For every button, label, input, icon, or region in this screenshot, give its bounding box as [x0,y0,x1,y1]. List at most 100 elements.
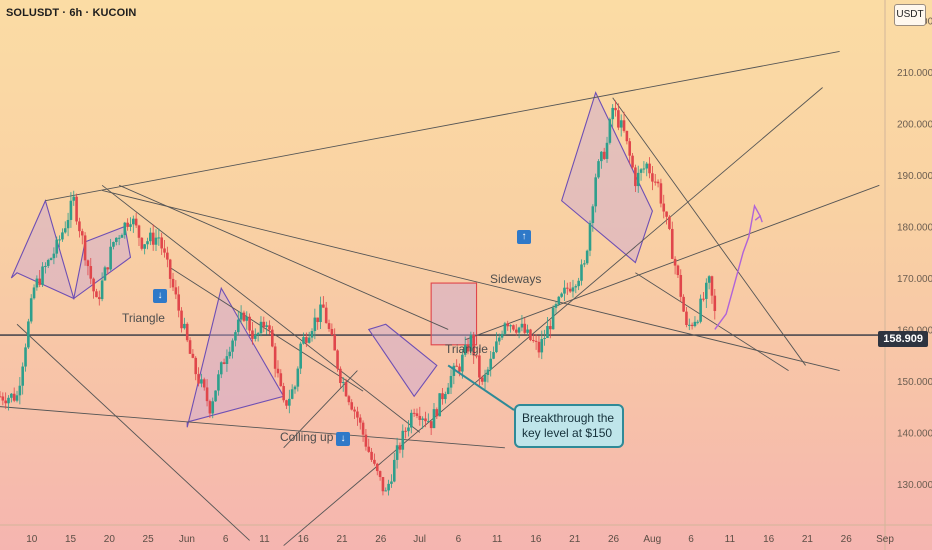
candle-body [421,418,424,420]
candle-body [154,237,158,245]
candle-body [512,325,515,330]
candle-body [41,266,44,285]
candle-body [211,401,215,414]
candle-body [605,142,609,159]
candle-body [668,216,671,229]
candle-body [316,317,319,323]
projection-arrowhead [754,215,763,223]
candle-body [662,203,666,212]
candle-body [489,358,493,370]
candle-body [256,333,260,335]
candle-body [174,287,178,295]
candle-body [78,221,81,232]
candle-body [653,181,657,183]
candle-body [611,107,614,120]
callout-pointer [447,364,515,411]
candle-body [208,401,212,414]
candle-body [475,355,478,357]
candle-body [21,366,24,386]
candle-body [526,329,529,333]
candle-body [4,400,7,404]
candle-body [480,377,484,382]
candle-body [619,120,623,128]
x-tick-label: Jun [179,534,195,545]
candle-body [55,239,59,254]
candle-body [285,400,288,406]
candle-body [234,332,237,341]
x-tick-label: 26 [841,534,853,545]
x-tick-label: 10 [26,534,38,545]
candle-body [566,287,569,289]
candle-body [594,177,597,207]
candle-body [100,280,104,300]
candle-body [540,338,544,353]
candle-body [432,409,436,429]
candle-body [424,418,427,422]
falling-wedge-pattern [560,91,653,264]
candle-body [563,287,566,294]
candle-body [35,278,39,288]
candle-body [583,263,586,265]
trendline [16,323,250,541]
sideways-label: Sideways [490,272,542,286]
candle-body [602,151,606,159]
current-price-badge: 158.909 [878,331,928,347]
y-tick-label: 180.000 [897,222,932,233]
candle-body [483,374,487,382]
candle-body [636,172,640,187]
candle-body [319,304,322,323]
candle-body [245,316,249,321]
candle-body [585,250,589,264]
candle-body [435,409,439,417]
candle-body [500,333,504,338]
candle-body [69,200,73,220]
trendline [101,184,421,433]
candle-body [18,385,22,396]
candle-body [554,304,558,308]
candle-body [163,248,166,253]
candle-body [32,287,36,299]
candle-body [679,275,683,297]
candle-body [577,280,580,287]
y-tick-label: 130.000 [897,480,932,491]
candle-body [296,368,300,387]
candle-body [486,369,490,375]
candle-body [336,350,339,369]
candle-body [639,169,643,173]
candle-body [66,219,70,229]
candle-body [24,347,27,367]
candle-body [288,398,291,406]
x-tick-label: 21 [802,534,814,545]
candle-body [645,163,649,169]
candle-body [548,326,552,330]
candle-body [10,393,13,398]
candle-body [188,340,192,354]
candle-body [407,427,410,432]
candle-body [707,276,711,283]
candle-body [495,341,498,353]
candle-body [568,288,572,292]
candle-body [248,316,251,331]
candle-body [370,451,373,460]
x-tick-label: 20 [104,534,116,545]
x-tick-label: Sep [876,534,894,545]
candle-body [214,390,217,402]
x-tick-label: 11 [492,534,503,545]
candle-body [225,356,229,364]
candle-body [123,222,127,236]
x-tick-label: 11 [725,534,736,545]
candle-body [534,340,538,342]
candle-body [282,386,285,401]
candle-body [313,317,317,332]
candle-body [86,260,90,267]
candle-body [404,430,407,432]
y-tick-label: 200.000 [897,120,932,131]
candle-body [409,412,413,428]
currency-toggle-button[interactable]: USDT [894,4,926,26]
candle-body [478,355,481,378]
candle-body [7,397,10,404]
candle-body [103,267,107,281]
candle-body [543,337,546,339]
candle-body [373,459,376,464]
candle-body [517,327,521,333]
